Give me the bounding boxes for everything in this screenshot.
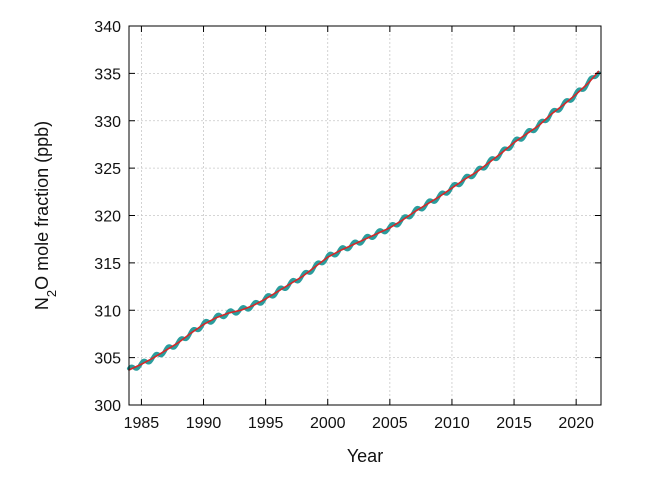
y-tick-label: 330: [94, 114, 121, 131]
x-tick-label: 2010: [434, 415, 470, 432]
y-tick-label: 310: [94, 303, 121, 320]
series-line-monthly: [127, 70, 601, 371]
y-tick-label: 320: [94, 209, 121, 226]
x-tick-label: 2000: [310, 415, 346, 432]
y-tick-label: 335: [94, 66, 121, 83]
x-tick-label: 2020: [558, 415, 594, 432]
grid: [129, 26, 601, 405]
x-tick-label: 2005: [372, 415, 408, 432]
y-tick-label: 305: [94, 351, 121, 368]
y-axis-label-suffix: O mole fraction (ppb): [32, 121, 52, 290]
series-group: [127, 70, 601, 371]
y-tick-label: 325: [94, 161, 121, 178]
y-axis-label: N2O mole fraction (ppb): [32, 121, 59, 310]
x-axis-label: Year: [347, 446, 383, 466]
y-tick-label: 300: [94, 398, 121, 415]
x-tick-label: 1990: [186, 415, 222, 432]
ticks: 1985 1990 1995 2000 2005 2010 2015 2020 300 305 31…: [94, 19, 601, 432]
x-tick-label: 1985: [124, 415, 160, 432]
y-tick-label: 340: [94, 19, 121, 36]
y-axis-label-prefix: N: [32, 297, 52, 310]
x-tick-label: 1995: [248, 415, 284, 432]
series-line-trend: [128, 70, 600, 371]
y-axis-label-subscript: 2: [44, 290, 59, 297]
y-tick-label: 315: [94, 256, 121, 273]
x-tick-label: 2015: [496, 415, 532, 432]
